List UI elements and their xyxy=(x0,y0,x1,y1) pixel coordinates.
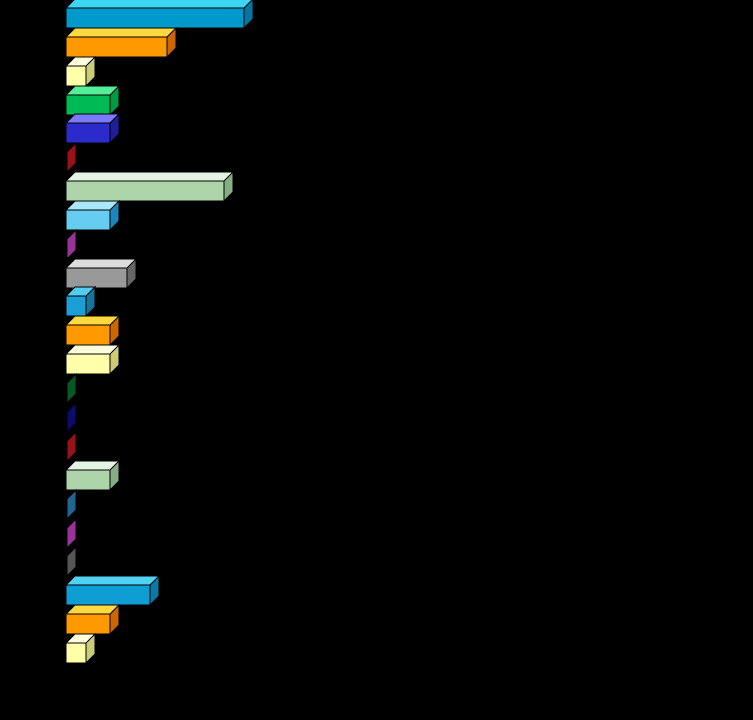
bar-front-face xyxy=(65,94,111,116)
bar-side-face xyxy=(223,170,234,203)
bar-side-face xyxy=(66,488,77,521)
bar-bar-16[interactable] xyxy=(64,430,78,463)
bar-front-face xyxy=(65,613,111,635)
bar-side-face xyxy=(85,55,96,88)
bar-top-face xyxy=(64,27,178,38)
bar-side-face xyxy=(109,84,120,117)
bar-front-face xyxy=(65,295,87,317)
bar-bar-3[interactable] xyxy=(64,55,97,88)
bar-side-face xyxy=(109,459,120,492)
bar-side-face xyxy=(126,257,137,290)
bar-side-face xyxy=(85,285,96,318)
bar-bar-23[interactable] xyxy=(64,632,97,665)
bar-side-face xyxy=(149,574,160,607)
bar-side-face xyxy=(66,517,77,550)
bar-front-face xyxy=(65,209,111,231)
bar-bar-6[interactable] xyxy=(64,141,78,174)
bar-bar-14[interactable] xyxy=(64,372,78,405)
bar-side-face xyxy=(85,632,96,665)
bar-side-face xyxy=(109,603,120,636)
bar-bar-8[interactable] xyxy=(64,199,121,232)
bar-bar-5[interactable] xyxy=(64,112,121,145)
bar-front-face xyxy=(65,353,111,375)
bar-side-face xyxy=(66,545,77,578)
bar-side-face xyxy=(109,199,120,232)
bar-side-face xyxy=(243,0,254,30)
bar-bar-7[interactable] xyxy=(64,170,235,203)
bar-top-face xyxy=(64,0,253,9)
bar-front-face xyxy=(65,324,111,346)
bar-side-face xyxy=(109,314,120,347)
bar-side-face xyxy=(66,430,77,463)
bar-bar-13[interactable] xyxy=(64,343,121,376)
bar-front-face xyxy=(65,122,111,144)
bar-bar-21[interactable] xyxy=(64,574,161,607)
bar-bar-20[interactable] xyxy=(64,545,78,578)
bar-front-face xyxy=(65,36,168,58)
bar-side-face xyxy=(66,141,77,174)
bar-front-face xyxy=(65,7,245,29)
bar-side-face xyxy=(109,343,120,376)
bar-bar-18[interactable] xyxy=(64,488,78,521)
bar-front-face xyxy=(65,584,151,606)
bar-bar-17[interactable] xyxy=(64,459,121,492)
bar-bar-12[interactable] xyxy=(64,314,121,347)
bar-bar-4[interactable] xyxy=(64,84,121,117)
bar-front-face xyxy=(65,469,111,491)
bar-bar-11[interactable] xyxy=(64,285,97,318)
bar-top-face xyxy=(64,258,138,269)
bar-top-face xyxy=(64,575,161,586)
bar-front-face xyxy=(65,642,87,664)
bar-top-face xyxy=(64,171,235,182)
bar-bar-2[interactable] xyxy=(64,26,178,59)
bar-side-face xyxy=(66,372,77,405)
bar-bar-1[interactable] xyxy=(64,0,254,30)
bar-side-face xyxy=(66,401,77,434)
bar-side-face xyxy=(166,26,177,59)
bar-bar-15[interactable] xyxy=(64,401,78,434)
bar-side-face xyxy=(66,228,77,261)
bar-side-face xyxy=(109,112,120,145)
bar-bar-10[interactable] xyxy=(64,257,138,290)
bar-front-face xyxy=(65,267,128,289)
bar-bar-9[interactable] xyxy=(64,228,78,261)
bar-front-face xyxy=(65,180,225,202)
bar-front-face xyxy=(65,65,87,87)
bar-bar-19[interactable] xyxy=(64,517,78,550)
bar-bar-22[interactable] xyxy=(64,603,121,636)
